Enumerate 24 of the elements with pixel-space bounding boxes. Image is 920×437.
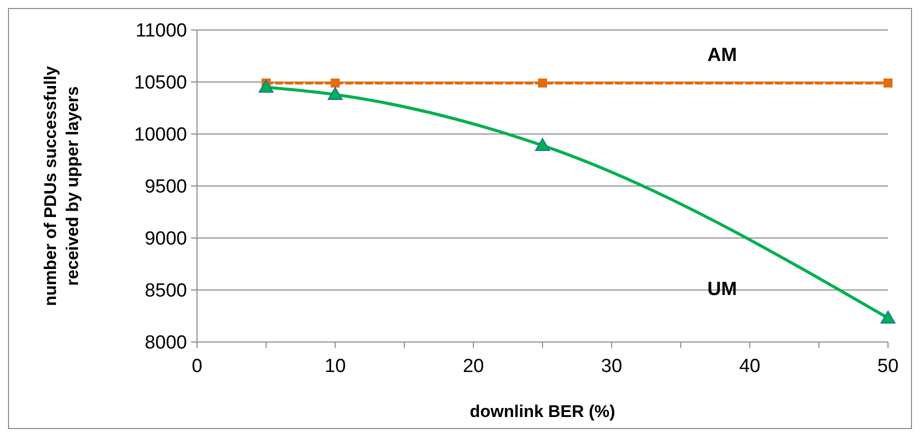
x-tick-label: 0 [192,356,202,377]
x-tick-label: 50 [877,356,899,377]
point [330,78,340,88]
point [880,310,896,324]
y-tick-label: 9500 [144,176,187,198]
y-axis-title: number of PDUs successfully received by upper layers [41,65,82,306]
x-tick-label: 40 [739,356,760,377]
point [328,86,343,100]
x-tick-label: 30 [601,356,622,377]
y-tick-label: 8000 [144,332,187,354]
y-tick-label: 8500 [144,280,187,302]
x-tick-label: 20 [462,356,484,377]
text: UM [707,279,737,300]
y-tick-label: 10500 [134,72,187,94]
y-tick-label: 9000 [144,228,187,250]
point [538,78,547,88]
point [258,80,274,93]
point [535,138,550,151]
point [884,78,892,88]
y-tick-label: 11000 [136,20,187,42]
series-label: AM [707,45,737,66]
x-axis-title: downlink BER (%) [470,402,616,421]
y-tick-label: 10000 [134,124,187,146]
x-tick-label: 10 [324,356,346,377]
